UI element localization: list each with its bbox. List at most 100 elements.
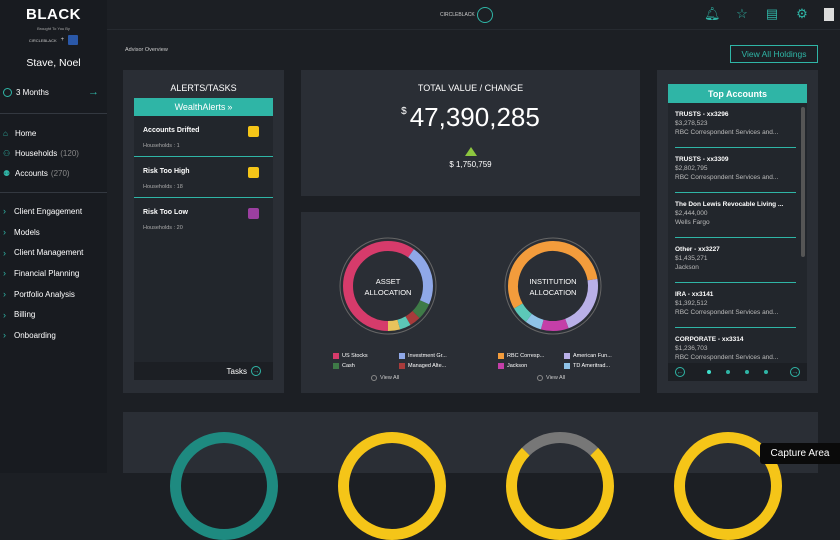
star-icon[interactable]: ☆ xyxy=(736,6,748,21)
period-selector[interactable]: 3 Months → xyxy=(0,85,107,99)
legend-label: Jackson xyxy=(507,363,528,369)
top-icons: 🔔︎ ☆ ▤ ⚙ xyxy=(704,6,834,22)
nav-label: Billing xyxy=(14,310,36,320)
alert-title: Accounts Drifted xyxy=(143,127,200,134)
gear-icon[interactable]: ⚙ xyxy=(796,6,808,21)
legend-swatch xyxy=(333,363,339,369)
chevron-right-icon: › xyxy=(3,309,6,320)
account-item[interactable]: CORPORATE - xx3314 $1,236,703 RBC Corres… xyxy=(675,328,796,365)
alert-item[interactable]: Risk Too High Households : 18 xyxy=(134,157,273,198)
account-item[interactable]: Other - xx3227 $1,435,271 Jackson xyxy=(675,238,796,283)
view-all-label: View All xyxy=(546,375,566,381)
donut-label-line: ALLOCATION xyxy=(529,288,577,297)
households-icon: ⚇ xyxy=(3,148,11,158)
center-logo: CIRCLEBLACK xyxy=(440,7,493,23)
institution-allocation-donut[interactable] xyxy=(504,237,602,335)
alert-title: Risk Too Low xyxy=(143,209,188,216)
legend-swatch xyxy=(399,353,405,359)
arrow-left-circle-icon[interactable]: ← xyxy=(675,367,685,377)
account-firm: Jackson xyxy=(675,264,699,271)
account-item[interactable]: The Don Lewis Revocable Living ... $2,44… xyxy=(675,193,796,238)
nav-billing[interactable]: › Billing xyxy=(0,304,107,325)
document-icon[interactable]: ▤ xyxy=(765,6,779,21)
nav-households[interactable]: ⚇ Households (120) xyxy=(0,143,107,163)
alert-item[interactable]: Accounts Drifted Households : 1 xyxy=(134,116,273,157)
nav-home-label: Home xyxy=(15,128,37,138)
institution-legend: RBC Corresp... American Fun... Jackson T… xyxy=(498,353,618,373)
institution-view-all-link[interactable]: View All xyxy=(537,375,565,381)
double-chevron-icon: » xyxy=(227,102,233,112)
pager-dot[interactable] xyxy=(764,370,768,374)
tasks-link[interactable]: Tasks → xyxy=(134,362,273,380)
alert-sub: Households : 20 xyxy=(143,225,183,231)
nav-financial-planning[interactable]: › Financial Planning xyxy=(0,263,107,284)
alert-sub: Households : 18 xyxy=(143,184,183,190)
legend-item: Cash xyxy=(333,363,387,369)
nav-accounts-label: Accounts xyxy=(15,168,48,178)
pager-dot[interactable] xyxy=(745,370,749,374)
circle-icon xyxy=(371,375,377,381)
total-value-panel: TOTAL VALUE / CHANGE $ 47,390,285 $ 1,75… xyxy=(301,70,640,196)
asset-allocation-donut[interactable] xyxy=(339,237,437,335)
wealthalerts-tab[interactable]: WealthAlerts » xyxy=(134,98,273,121)
asset-legend: US Stocks Investment Gr... Cash Managed … xyxy=(333,353,453,373)
rbc-logo xyxy=(68,35,79,45)
legend-item: Investment Gr... xyxy=(399,353,453,359)
account-item[interactable]: IRA - xx3141 $1,392,512 RBC Corresponden… xyxy=(675,283,796,328)
scrollbar[interactable] xyxy=(801,107,805,257)
nav-client-engagement[interactable]: › Client Engagement xyxy=(0,201,107,222)
legend-swatch xyxy=(564,353,570,359)
top-accounts-list: TRUSTS - xx3296 $3,278,523 RBC Correspon… xyxy=(668,103,807,365)
logo-ring-icon xyxy=(476,7,493,23)
account-value: $1,236,703 xyxy=(675,345,708,352)
chevron-right-icon: › xyxy=(3,227,6,238)
total-amount: 47,390,285 xyxy=(409,102,540,132)
nav-label: Models xyxy=(14,227,40,237)
arrow-right-circle-icon: → xyxy=(251,366,261,376)
nav-label: Client Engagement xyxy=(14,206,83,216)
circleblack-logo: CIRCLEBLACK xyxy=(28,37,57,43)
account-item[interactable]: TRUSTS - xx3296 $3,278,523 RBC Correspon… xyxy=(675,103,796,148)
asset-allocation-label: ASSET ALLOCATION xyxy=(339,276,437,298)
arrow-right-icon[interactable]: → xyxy=(88,86,99,98)
legend-swatch xyxy=(498,353,504,359)
legend-item: RBC Corresp... xyxy=(498,353,552,359)
nav-onboarding[interactable]: › Onboarding xyxy=(0,325,107,346)
bottom-donut xyxy=(506,432,614,540)
legend-item: American Fun... xyxy=(564,353,618,359)
brand-logo: BLACK xyxy=(26,6,81,23)
bottom-donut xyxy=(338,432,446,540)
alert-item[interactable]: Risk Too Low Households : 20 xyxy=(134,198,273,239)
nav-models[interactable]: › Models xyxy=(0,222,107,243)
pager-dot[interactable] xyxy=(726,370,730,374)
arrow-right-circle-icon[interactable]: → xyxy=(790,367,800,377)
main-nav: ⌂ Home ⚇ Households (120) ⚉ Accounts (27… xyxy=(0,123,107,183)
nav-home[interactable]: ⌂ Home xyxy=(0,123,107,143)
asset-view-all-link[interactable]: View All xyxy=(371,375,399,381)
chevron-right-icon: › xyxy=(3,330,6,341)
wealthalerts-label: WealthAlerts xyxy=(174,102,226,112)
legend-item: Managed Alte... xyxy=(399,363,453,369)
capture-area-button[interactable]: Capture Area xyxy=(760,443,840,464)
plus-sign: + xyxy=(60,37,65,43)
home-icon: ⌂ xyxy=(3,128,8,138)
accounts-icon: ⚉ xyxy=(3,168,11,178)
view-all-holdings-button[interactable]: View All Holdings xyxy=(730,45,818,63)
legend-item: US Stocks xyxy=(333,353,387,359)
nav-accounts[interactable]: ⚉ Accounts (270) xyxy=(0,163,107,183)
account-name: CORPORATE - xx3314 xyxy=(675,336,744,343)
rbc-logo xyxy=(824,7,834,21)
user-name: Stave, Noel xyxy=(26,57,81,69)
account-firm: RBC Correspondent Services and... xyxy=(675,174,779,181)
bell-icon[interactable]: 🔔︎ xyxy=(704,6,721,21)
pager-dot[interactable] xyxy=(707,370,711,374)
up-triangle-icon xyxy=(464,147,477,156)
chevron-right-icon: › xyxy=(3,206,6,217)
nav-portfolio-analysis[interactable]: › Portfolio Analysis xyxy=(0,284,107,305)
nav-households-count: (120) xyxy=(60,148,79,158)
account-item[interactable]: TRUSTS - xx3309 $2,802,795 RBC Correspon… xyxy=(675,148,796,193)
legend-label: Cash xyxy=(342,363,355,369)
nav-client-management[interactable]: › Client Management xyxy=(0,242,107,263)
nav-label: Onboarding xyxy=(14,330,56,340)
total-value: $ 47,390,285 xyxy=(301,102,640,133)
